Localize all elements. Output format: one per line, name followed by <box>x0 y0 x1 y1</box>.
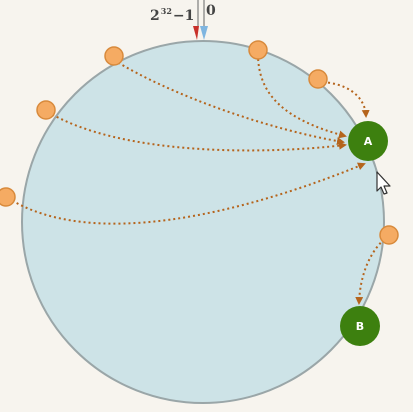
mapping-arrow <box>257 53 347 139</box>
mapping-arrow <box>7 162 366 225</box>
data-key-point <box>308 69 328 89</box>
hash-ring <box>21 40 385 404</box>
data-key-point <box>0 187 16 207</box>
server-node-b <box>340 306 380 346</box>
mapping-arrow <box>317 81 370 118</box>
data-key-point <box>104 46 124 66</box>
mapping-arrow <box>113 59 345 145</box>
server-node-b-label: B <box>356 320 364 333</box>
hash-max-label: 232−1 <box>150 6 195 24</box>
data-key-point <box>248 40 268 60</box>
data-key-point <box>36 100 56 120</box>
server-node-a <box>348 121 388 161</box>
hash-zero-label: 0 <box>206 3 216 19</box>
zero-hash-marker <box>200 26 208 40</box>
mouse-cursor-icon <box>376 171 391 195</box>
data-key-point <box>379 225 399 245</box>
server-node-a-label: A <box>364 135 373 148</box>
max-hash-marker <box>193 26 199 40</box>
